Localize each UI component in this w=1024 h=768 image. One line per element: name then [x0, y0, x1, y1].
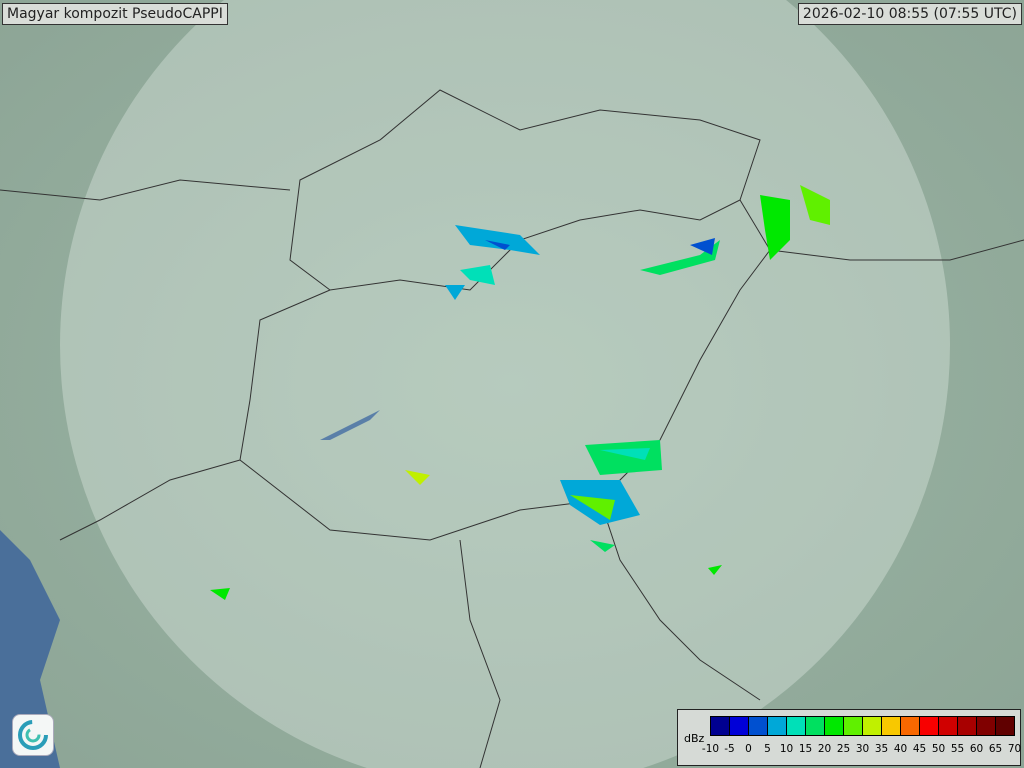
met-service-swirl-logo-icon[interactable] [12, 714, 54, 756]
legend-tick: 45 [912, 743, 927, 755]
radar-echoes [210, 185, 830, 600]
legend-unit: dBz [684, 732, 705, 745]
legend-tick: 15 [798, 743, 813, 755]
legend-tick: 40 [893, 743, 908, 755]
legend-tick: 20 [817, 743, 832, 755]
legend-tick: 10 [779, 743, 794, 755]
dbz-legend: dBz -10 -5 0 5 10 15 20 25 30 35 40 45 50 55 60 65 70 [677, 709, 1021, 766]
legend-tick: 65 [988, 743, 1003, 755]
timestamp: 2026-02-10 08:55 (07:55 UTC) [797, 3, 1022, 25]
legend-swatch [958, 717, 977, 735]
legend-swatch [825, 717, 844, 735]
legend-swatch [768, 717, 787, 735]
legend-swatch [806, 717, 825, 735]
legend-tick: 30 [855, 743, 870, 755]
legend-tick: 70 [1007, 743, 1022, 755]
legend-tick: 5 [764, 743, 771, 755]
legend-swatch [939, 717, 958, 735]
legend-swatch [882, 717, 901, 735]
legend-tick: 60 [969, 743, 984, 755]
legend-tick: -10 [701, 743, 720, 755]
legend-swatch [787, 717, 806, 735]
legend-swatch [749, 717, 768, 735]
legend-swatch [863, 717, 882, 735]
adriatic-sea [0, 530, 60, 768]
legend-swatch [901, 717, 920, 735]
legend-swatch [977, 717, 996, 735]
legend-tick: 0 [745, 743, 752, 755]
legend-color-scale [710, 716, 1015, 736]
legend-tick: 35 [874, 743, 889, 755]
legend-swatch [730, 717, 749, 735]
map-title: Magyar kompozit PseudoCAPPI [2, 3, 228, 25]
legend-tick: 25 [836, 743, 851, 755]
legend-ticks: -10 -5 0 5 10 15 20 25 30 35 40 45 50 55 60 65 70 [701, 743, 1024, 755]
legend-swatch [711, 717, 730, 735]
radar-coverage [60, 0, 950, 768]
legend-swatch [996, 717, 1014, 735]
legend-tick: 55 [950, 743, 965, 755]
legend-swatch [844, 717, 863, 735]
legend-tick: -5 [724, 743, 735, 755]
legend-tick: 50 [931, 743, 946, 755]
legend-swatch [920, 717, 939, 735]
country-borders [0, 89, 1024, 768]
